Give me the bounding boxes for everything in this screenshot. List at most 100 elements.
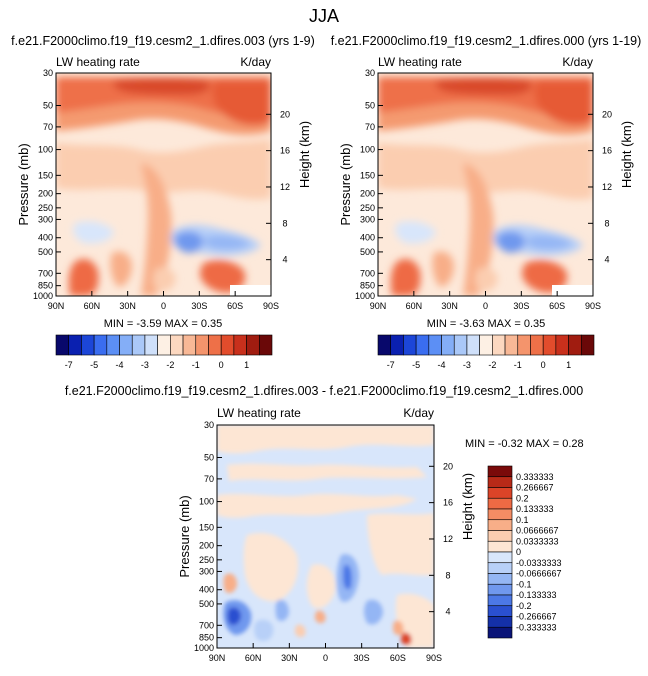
- colorbar-a-swatch: [119, 334, 133, 356]
- colorbar-b-swatch: [377, 334, 392, 356]
- panel-b-pressure-tick-label: 850: [360, 281, 375, 291]
- panel-b-pressure-tick-label: 200: [360, 189, 375, 199]
- panel-b-variable-label: LW heating rate: [378, 55, 462, 69]
- panel-c-stats: MIN = -0.32 MAX = 0.28: [465, 438, 584, 450]
- panel-b-x-tick-label: 60N: [406, 301, 423, 311]
- panel-b-x-tick-label: 60S: [549, 301, 565, 311]
- panel-c-units-label: K/day: [403, 406, 434, 420]
- panel-a-pressure-tick-label: 100: [38, 145, 53, 155]
- panel-c-pressure-tick-label: 200: [199, 541, 214, 551]
- colorbar-b-label: -3: [463, 360, 471, 370]
- panel-b-pressure-tick-label: 30: [365, 68, 375, 78]
- panel-c-height-tick-label: 20: [443, 461, 453, 471]
- panel-b-pressure-tick-label: 70: [365, 122, 375, 132]
- panel-c-pressure-tick-label: 30: [204, 420, 214, 430]
- panel-c-pressure-tick-label: 1000: [194, 643, 214, 653]
- colorbar-diff-swatch: [487, 487, 513, 499]
- colorbar-b-label: -7: [387, 360, 395, 370]
- panel-a-y-axis-label: Pressure (mb): [16, 143, 31, 225]
- panel-c-x-tick-label: 90S: [426, 653, 442, 663]
- colorbar-diff-swatch: [487, 476, 513, 488]
- panel-b-heatmap: [378, 73, 593, 296]
- colorbar-diff-swatch: [487, 497, 513, 510]
- panel-a-pressure-tick-label: 500: [38, 247, 53, 257]
- panel-c-pressure-tick-label: 150: [199, 522, 214, 532]
- colorbar-a-swatch: [233, 334, 247, 356]
- panel-b-pressure-tick-label: 100: [360, 145, 375, 155]
- colorbar-diff-label: 0.333333: [516, 472, 554, 482]
- panel-b: f.e21.F2000climo.f19_f19.cesm2_1.dfires.…: [331, 34, 642, 330]
- panel-a-axes: 90N 60N 30N 0 30S 60S 90S 30 50 70 100 150 200 250300…: [16, 68, 312, 311]
- panel-a-pressure-tick-label: 400: [38, 233, 53, 243]
- panel-a-height-tick-label: 8: [282, 218, 287, 228]
- colorbar-diff: 0.3333330.2666670.20.1333330.10.06666670…: [487, 465, 562, 639]
- panel-c-x-tick-label: 30S: [354, 653, 370, 663]
- panel-c-x-tick-label: 30N: [281, 653, 298, 663]
- panel-b-pressure-tick-label: 500: [360, 247, 375, 257]
- colorbar-a-label: 0: [219, 360, 224, 370]
- colorbar-diff-label: 0: [516, 547, 521, 557]
- colorbar-b-label: -1: [514, 360, 522, 370]
- panel-b-height-tick-label: 20: [602, 109, 612, 119]
- panel-b-x-tick-label: 90N: [370, 301, 387, 311]
- colorbar-diff-label: 0.266667: [516, 483, 554, 493]
- colorbar-b: -7 -5 -4 -3 -2 -1 0 1: [377, 334, 595, 370]
- colorbar-diff-swatch: [487, 519, 513, 531]
- panel-b-x-tick-label: 0: [483, 301, 488, 311]
- panel-c-pressure-tick-label: 500: [199, 599, 214, 609]
- colorbar-b-label: -4: [438, 360, 446, 370]
- panel-b-x-tick-label: 30S: [513, 301, 529, 311]
- panel-a-height-tick-label: 12: [280, 182, 290, 192]
- colorbar-diff-swatch: [487, 465, 513, 478]
- colorbar-a-swatch: [131, 334, 146, 356]
- colorbar-diff-label: -0.266667: [516, 612, 557, 622]
- colorbar-diff-swatch: [487, 573, 513, 585]
- colorbar-a-label: -3: [141, 360, 149, 370]
- panel-a-y2-axis-label: Height (km): [297, 121, 312, 188]
- colorbar-a-swatch: [144, 334, 158, 356]
- panel-b-pressure-tick-label: 700: [360, 268, 375, 278]
- panel-a-pressure-tick-label: 150: [38, 170, 53, 180]
- panel-b-pressure-tick-label: 50: [365, 100, 375, 110]
- panel-a-variable-label: LW heating rate: [56, 55, 140, 69]
- panel-b-x-tick-label: 30N: [441, 301, 458, 311]
- colorbar-diff-label: -0.0666667: [516, 569, 562, 579]
- panel-b-height-tick-label: 4: [604, 255, 609, 265]
- colorbar-diff-swatch: [487, 508, 513, 521]
- colorbar-b-swatch: [479, 334, 493, 356]
- panel-a-pressure-tick-label: 850: [38, 281, 53, 291]
- panel-c-pressure-tick-label: 100: [199, 497, 214, 507]
- panel-c-x-tick-label: 60S: [390, 653, 406, 663]
- panel-a-x-tick-label: 90N: [48, 301, 65, 311]
- panel-a-heatmap: [56, 73, 271, 296]
- panel-a-x-tick-label: 60N: [84, 301, 101, 311]
- panel-a-pressure-tick-label: 700: [38, 268, 53, 278]
- colorbar-b-label: 1: [566, 360, 571, 370]
- colorbar-diff-swatch: [487, 626, 513, 639]
- colorbar-diff-label: 0.2: [516, 493, 529, 503]
- panel-b-pressure-tick-label: 400: [360, 233, 375, 243]
- colorbar-a-swatch: [157, 334, 171, 356]
- panel-a-pressure-tick-label: 200: [38, 189, 53, 199]
- colorbar-b-label: -2: [488, 360, 496, 370]
- colorbar-b-swatch: [415, 334, 430, 356]
- panel-b-axes: 90N 60N 30N 0 30S 60S 90S 30 50 70 100 150 200 250300…: [338, 68, 634, 311]
- colorbar-b-swatch: [492, 334, 506, 356]
- colorbar-diff-label: 0.1: [516, 515, 529, 525]
- panel-b-height-tick-label: 12: [602, 182, 612, 192]
- panel-a-x-tick-label: 30S: [191, 301, 207, 311]
- colorbar-a-swatch: [106, 334, 120, 356]
- panel-a: f.e21.F2000climo.f19_f19.cesm2_1.dfires.…: [11, 34, 315, 330]
- colorbar-a: -7 -5 -4 -3 -2 -1 0 1: [55, 334, 273, 370]
- panel-b-x-tick-label: 90S: [585, 301, 601, 311]
- colorbar-diff-swatch: [487, 594, 513, 607]
- colorbar-b-swatch: [441, 334, 455, 356]
- panel-b-stats: MIN = -3.63 MAX = 0.35: [427, 318, 546, 330]
- colorbar-b-swatch: [504, 334, 519, 356]
- colorbar-diff-swatch: [487, 605, 513, 617]
- colorbar-a-label: -4: [116, 360, 124, 370]
- colorbar-a-swatch: [195, 334, 209, 356]
- panel-c-height-tick-label: 16: [443, 498, 453, 508]
- panel-c-y2-axis-label: Height (km): [460, 473, 475, 540]
